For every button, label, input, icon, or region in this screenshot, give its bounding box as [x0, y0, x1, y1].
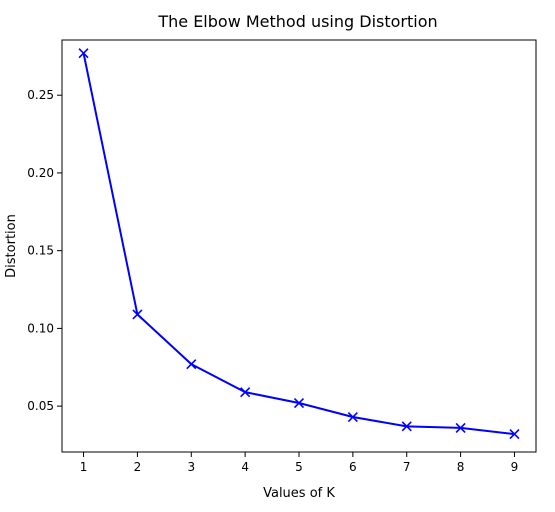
y-tick-label: 0.15 — [27, 244, 54, 258]
x-tick-label: 4 — [241, 460, 249, 474]
data-point-marker — [186, 359, 197, 370]
y-tick-label: 0.20 — [27, 166, 54, 180]
x-axis: 1 2 3 4 5 6 7 8 9 — [80, 452, 519, 474]
data-point-marker — [78, 48, 89, 59]
chart-title: The Elbow Method using Distortion — [157, 12, 437, 31]
series-layer — [78, 48, 520, 440]
y-tick-label: 0.25 — [27, 88, 54, 102]
data-point-marker — [240, 387, 251, 398]
data-point-marker — [347, 411, 358, 423]
data-point-marker — [455, 422, 466, 433]
data-point-marker — [509, 429, 520, 440]
data-point-marker — [132, 309, 143, 320]
x-tick-label: 3 — [187, 460, 195, 474]
y-tick-label: 0.05 — [27, 399, 54, 413]
x-tick-label: 5 — [295, 460, 303, 474]
x-tick-label: 2 — [134, 460, 142, 474]
plot-area-frame — [61, 39, 537, 453]
x-tick-label: 8 — [457, 460, 465, 474]
data-point-marker — [293, 397, 305, 409]
series-line — [82, 53, 515, 436]
y-axis: 0.05 0.10 0.15 0.20 0.25 — [27, 88, 62, 413]
y-tick-label: 0.10 — [27, 321, 54, 335]
x-tick-label: 9 — [511, 460, 519, 474]
x-tick-label: 7 — [403, 460, 411, 474]
x-tick-label: 1 — [80, 460, 88, 474]
x-axis-label: Values of K — [263, 486, 335, 501]
y-axis-label: Distortion — [4, 214, 19, 278]
data-point-marker — [401, 421, 412, 432]
x-tick-label: 6 — [349, 460, 357, 474]
